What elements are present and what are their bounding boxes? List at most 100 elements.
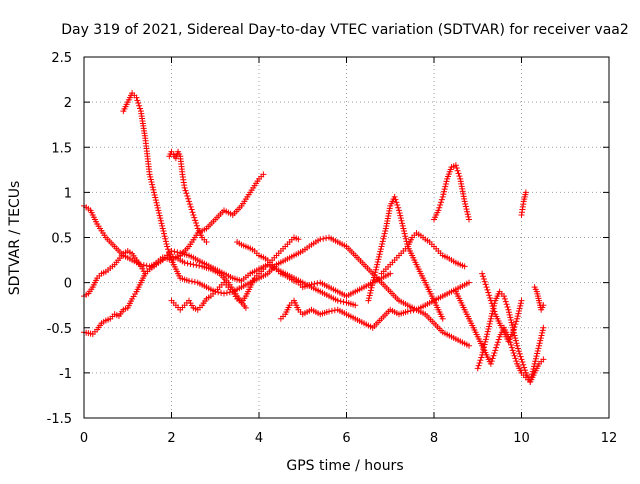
data-point	[484, 331, 491, 338]
data-points	[81, 90, 547, 385]
data-point	[466, 279, 472, 286]
data-point	[135, 100, 142, 107]
data-point	[493, 344, 500, 351]
data-point	[506, 309, 512, 316]
data-point	[323, 235, 330, 242]
data-point	[462, 203, 469, 210]
data-point	[476, 359, 483, 366]
data-point	[160, 228, 167, 235]
data-point	[522, 367, 528, 374]
data-point	[480, 273, 486, 280]
data-point	[260, 171, 267, 178]
data-point	[151, 189, 157, 196]
data-point	[184, 260, 191, 267]
data-point	[517, 302, 524, 309]
data-point	[508, 319, 515, 326]
data-point	[395, 204, 402, 211]
data-point	[534, 347, 541, 354]
data-point	[373, 264, 380, 271]
data-point	[152, 194, 159, 201]
data-point	[369, 279, 376, 286]
data-point	[393, 199, 400, 206]
y-tick-label: -0.5	[47, 322, 72, 337]
data-point	[507, 314, 514, 321]
data-point	[487, 318, 494, 325]
data-point	[193, 222, 200, 229]
data-point	[410, 307, 417, 314]
grid-lines	[84, 57, 609, 418]
data-point	[514, 315, 521, 322]
data-point	[517, 300, 524, 307]
data-point	[478, 354, 485, 361]
data-point	[490, 352, 497, 359]
series-arc-3	[81, 248, 359, 338]
data-point	[456, 173, 463, 180]
data-point	[442, 183, 449, 190]
data-point	[188, 278, 195, 285]
data-point	[163, 240, 170, 247]
data-point	[376, 251, 383, 258]
data-point	[146, 171, 153, 178]
data-point	[442, 180, 449, 187]
data-point	[531, 360, 538, 367]
series-arc-7	[234, 239, 394, 300]
data-point	[397, 212, 404, 219]
data-point	[151, 191, 158, 198]
data-point	[534, 350, 541, 357]
series-arc-13	[474, 288, 547, 385]
data-point	[513, 340, 520, 347]
data-point	[164, 243, 171, 250]
data-point	[441, 186, 448, 193]
data-point	[435, 207, 442, 214]
data-point	[529, 368, 536, 375]
data-point	[516, 305, 523, 312]
data-point	[477, 357, 484, 364]
data-point	[183, 190, 190, 197]
data-point	[149, 184, 156, 191]
data-point	[487, 297, 494, 304]
data-point	[380, 235, 387, 242]
data-point	[537, 337, 544, 344]
series-arc-16	[531, 284, 547, 313]
data-point	[381, 233, 387, 240]
data-point	[295, 236, 302, 243]
data-point	[150, 186, 157, 193]
data-point	[507, 317, 514, 324]
data-point	[511, 332, 518, 339]
y-tick-label: 2.5	[51, 51, 72, 66]
data-point	[494, 341, 500, 348]
y-tick-label: 0	[64, 277, 72, 292]
y-tick-label: 2	[64, 96, 72, 111]
data-point	[483, 333, 490, 340]
data-point	[372, 266, 379, 273]
data-point	[484, 328, 491, 335]
data-point	[186, 277, 192, 284]
data-point	[377, 248, 384, 255]
data-point	[515, 348, 522, 355]
data-point	[510, 350, 517, 357]
data-point	[182, 187, 189, 194]
data-point	[509, 329, 516, 336]
data-point	[441, 188, 447, 195]
data-point	[154, 202, 161, 209]
data-point	[486, 292, 493, 299]
data-point	[486, 323, 492, 330]
data-point	[223, 289, 230, 296]
data-point	[522, 189, 529, 196]
data-point	[134, 97, 141, 104]
data-point	[168, 248, 175, 255]
data-point	[452, 162, 459, 169]
data-point	[167, 254, 174, 261]
data-point	[317, 236, 324, 243]
data-point	[481, 344, 487, 351]
data-point	[487, 315, 494, 322]
data-point	[475, 362, 482, 369]
data-point	[157, 215, 164, 222]
data-point	[466, 342, 472, 349]
data-point	[506, 311, 513, 318]
data-point	[488, 300, 495, 307]
data-point	[533, 353, 540, 360]
data-point	[484, 286, 491, 293]
